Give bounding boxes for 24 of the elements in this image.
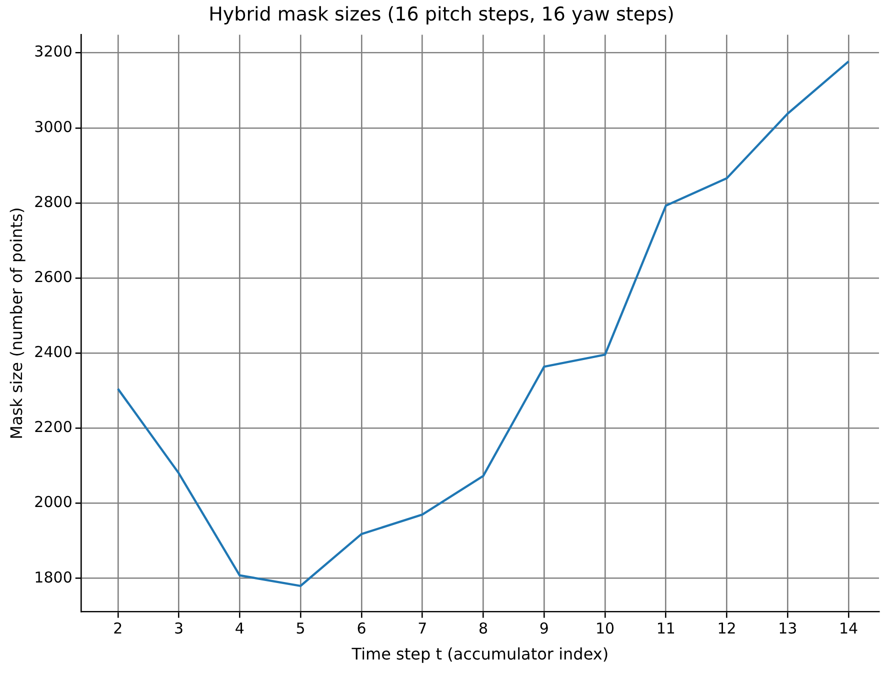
chart-title: Hybrid mask sizes (16 pitch steps, 16 yaw steps) [208, 3, 674, 26]
x-tick-label: 12 [717, 620, 736, 638]
x-tick-label: 7 [418, 620, 428, 638]
x-tick-label: 13 [778, 620, 798, 638]
x-tick-label: 3 [174, 620, 184, 638]
x-axis-title: Time step t (accumulator index) [350, 644, 609, 664]
y-tick-label: 3200 [34, 42, 72, 61]
x-tick-label: 2 [113, 620, 123, 638]
x-tick-label: 9 [539, 620, 549, 638]
y-axis-title: Mask size (number of points) [6, 207, 26, 440]
x-tick-label: 5 [296, 620, 306, 638]
y-tick-label: 2600 [34, 268, 72, 286]
x-tick-label: 11 [656, 620, 676, 638]
x-tick-label: 4 [234, 620, 244, 638]
x-tick-label: 14 [839, 620, 858, 638]
x-tick-label: 6 [356, 620, 366, 638]
y-tick-label: 2200 [34, 418, 72, 436]
x-tick-label: 10 [595, 620, 615, 638]
y-tick-label: 3000 [34, 118, 72, 136]
x-tick-label: 8 [478, 620, 488, 638]
y-tick-label: 1800 [34, 568, 72, 586]
y-tick-label: 2000 [34, 493, 72, 512]
y-tick-label: 2400 [34, 343, 72, 362]
y-tick-label: 2800 [34, 192, 72, 211]
